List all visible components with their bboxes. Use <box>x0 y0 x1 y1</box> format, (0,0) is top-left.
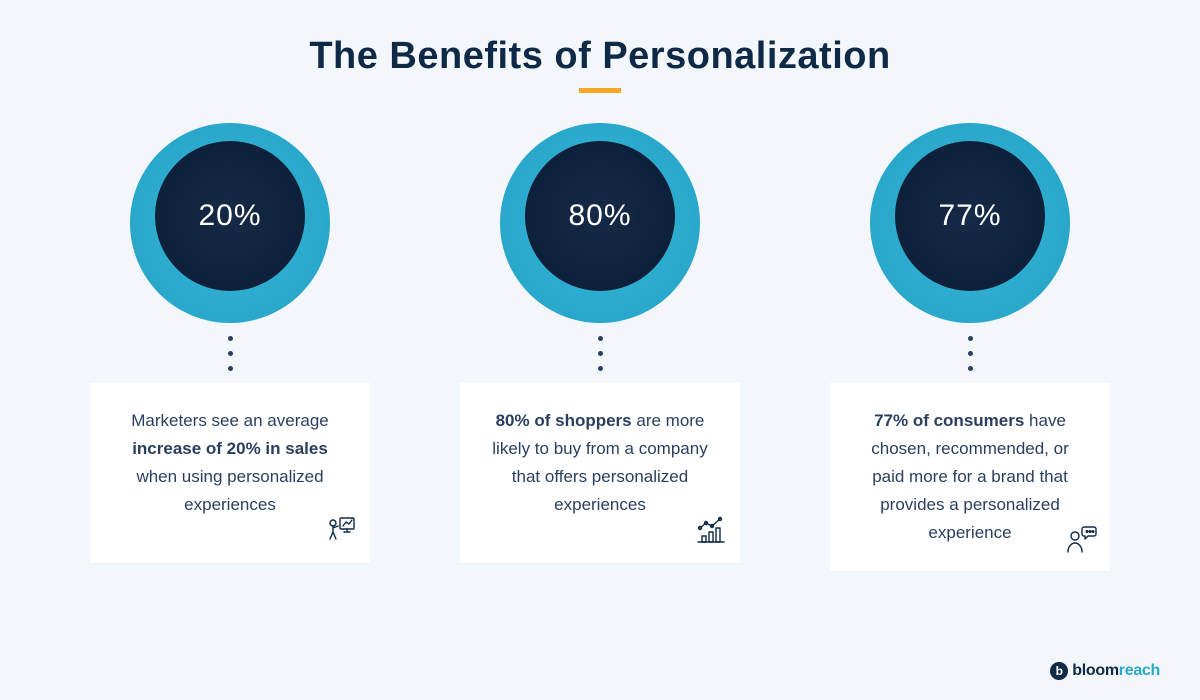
dot <box>968 351 973 356</box>
stat-description: 77% of consumers have chosen, recommende… <box>858 407 1082 547</box>
title-underline <box>579 88 621 93</box>
text-pre: Marketers see an average <box>131 411 329 430</box>
presenter-icon <box>324 514 358 553</box>
chart-icon <box>694 514 728 553</box>
stats-row: 20% Marketers see an average increase of… <box>0 123 1200 571</box>
stat-circle-1: 20% <box>130 123 330 323</box>
brand-logo: b bloomreach <box>1050 662 1160 680</box>
stat-column-2: 80% 80% of shoppers are more likely to b… <box>460 123 740 571</box>
logo-text-accent: reach <box>1119 662 1160 679</box>
stat-circle-3: 77% <box>870 123 1070 323</box>
dot <box>228 351 233 356</box>
stat-description: Marketers see an average increase of 20%… <box>118 407 342 519</box>
dot <box>598 366 603 371</box>
inner-circle: 20% <box>155 141 305 291</box>
stat-card-1: Marketers see an average increase of 20%… <box>90 383 370 563</box>
percent-value: 20% <box>198 199 261 233</box>
text-post: when using personalized experiences <box>136 467 323 514</box>
stat-card-2: 80% of shoppers are more likely to buy f… <box>460 383 740 563</box>
inner-circle: 80% <box>525 141 675 291</box>
dot <box>968 366 973 371</box>
stat-description: 80% of shoppers are more likely to buy f… <box>488 407 712 519</box>
connector-dots <box>968 333 973 373</box>
dot <box>598 351 603 356</box>
logo-mark: b <box>1050 662 1068 680</box>
text-bold: 77% of consumers <box>874 411 1024 430</box>
stat-card-3: 77% of consumers have chosen, recommende… <box>830 383 1110 571</box>
percent-value: 80% <box>568 199 631 233</box>
page-title: The Benefits of Personalization <box>309 35 890 78</box>
logo-text: bloomreach <box>1072 662 1160 680</box>
percent-value: 77% <box>938 199 1001 233</box>
dot <box>598 336 603 341</box>
infographic-container: The Benefits of Personalization 20% Mark… <box>0 0 1200 700</box>
stat-column-3: 77% 77% of consumers have chosen, recomm… <box>830 123 1110 571</box>
stat-column-1: 20% Marketers see an average increase of… <box>90 123 370 571</box>
connector-dots <box>228 333 233 373</box>
stat-circle-2: 80% <box>500 123 700 323</box>
text-bold: increase of 20% in sales <box>132 439 328 458</box>
text-bold: 80% of shoppers <box>496 411 632 430</box>
text-post: have chosen, recommended, or paid more f… <box>871 411 1069 542</box>
dot <box>228 366 233 371</box>
dot <box>228 336 233 341</box>
logo-text-dark: bloom <box>1072 662 1119 679</box>
connector-dots <box>598 333 603 373</box>
dot <box>968 336 973 341</box>
person-speech-icon <box>1064 522 1098 561</box>
inner-circle: 77% <box>895 141 1045 291</box>
